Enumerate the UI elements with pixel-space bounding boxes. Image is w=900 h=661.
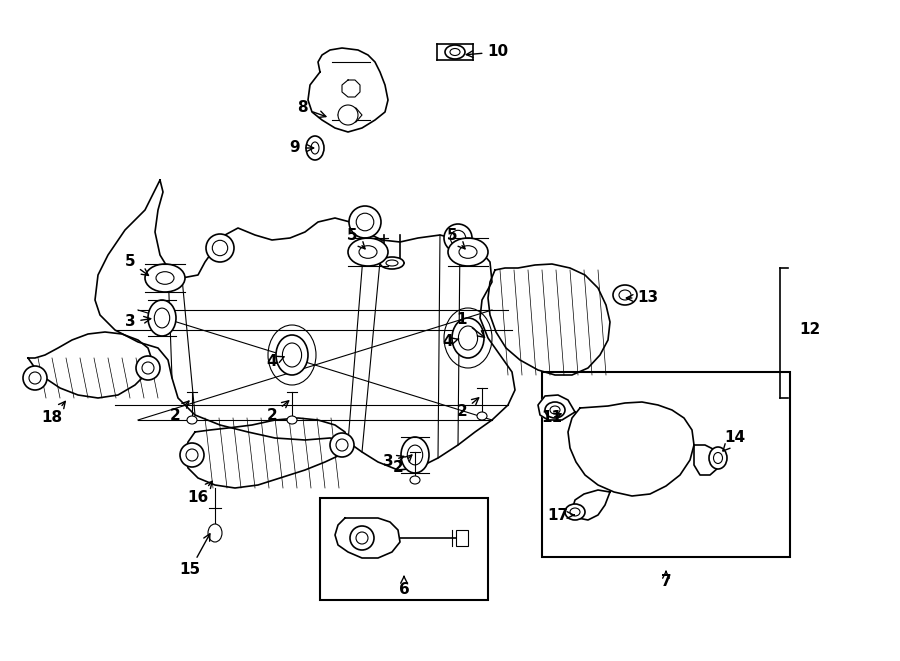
Circle shape	[349, 206, 381, 238]
Text: 3: 3	[382, 455, 404, 469]
Text: 9: 9	[290, 141, 314, 155]
Ellipse shape	[348, 238, 388, 266]
Ellipse shape	[156, 272, 174, 284]
Ellipse shape	[550, 406, 560, 414]
Ellipse shape	[445, 45, 465, 59]
Circle shape	[336, 439, 348, 451]
Ellipse shape	[154, 308, 170, 328]
Polygon shape	[95, 180, 515, 470]
Polygon shape	[308, 48, 388, 132]
Ellipse shape	[276, 335, 308, 375]
Bar	[320, 498, 488, 600]
Text: 7: 7	[661, 571, 671, 590]
Circle shape	[136, 356, 160, 380]
Polygon shape	[572, 490, 610, 520]
Text: 10: 10	[466, 44, 508, 59]
Polygon shape	[694, 445, 720, 475]
Ellipse shape	[401, 437, 429, 473]
Ellipse shape	[145, 264, 185, 292]
Ellipse shape	[306, 136, 324, 160]
Circle shape	[206, 234, 234, 262]
Polygon shape	[488, 264, 610, 375]
Ellipse shape	[452, 318, 484, 358]
Ellipse shape	[458, 326, 478, 350]
Ellipse shape	[311, 142, 319, 154]
Ellipse shape	[613, 285, 637, 305]
Ellipse shape	[386, 260, 398, 266]
Ellipse shape	[208, 524, 222, 542]
Bar	[542, 372, 790, 557]
Text: 3: 3	[125, 315, 150, 329]
Text: 2: 2	[392, 455, 412, 475]
Circle shape	[350, 526, 374, 550]
Text: 2: 2	[266, 401, 289, 422]
Polygon shape	[185, 418, 348, 488]
Polygon shape	[538, 395, 575, 420]
Circle shape	[330, 433, 354, 457]
Ellipse shape	[619, 290, 631, 300]
Circle shape	[29, 372, 41, 384]
Polygon shape	[28, 332, 152, 398]
Text: 5: 5	[346, 227, 365, 249]
Ellipse shape	[570, 508, 580, 516]
Text: 2: 2	[456, 398, 479, 420]
Ellipse shape	[477, 412, 487, 420]
Ellipse shape	[359, 246, 377, 258]
Ellipse shape	[287, 416, 297, 424]
Ellipse shape	[410, 476, 420, 484]
Text: 5: 5	[446, 227, 465, 249]
Ellipse shape	[709, 447, 727, 469]
Circle shape	[186, 449, 198, 461]
Ellipse shape	[714, 453, 723, 463]
Ellipse shape	[448, 238, 488, 266]
Ellipse shape	[148, 300, 176, 336]
Circle shape	[444, 224, 472, 252]
Polygon shape	[568, 402, 694, 496]
Text: 14: 14	[723, 430, 745, 451]
Circle shape	[23, 366, 47, 390]
Text: 2: 2	[169, 401, 189, 422]
Circle shape	[180, 443, 204, 467]
Bar	[456, 530, 468, 546]
Circle shape	[338, 105, 358, 125]
Text: 18: 18	[41, 401, 66, 426]
Text: 15: 15	[179, 534, 210, 578]
Ellipse shape	[450, 48, 460, 56]
Ellipse shape	[380, 257, 404, 269]
Circle shape	[212, 241, 228, 256]
Text: 11: 11	[542, 410, 562, 426]
Ellipse shape	[565, 504, 585, 520]
Circle shape	[142, 362, 154, 374]
Text: 17: 17	[547, 508, 574, 522]
Circle shape	[356, 214, 374, 231]
Circle shape	[450, 230, 465, 246]
Text: 4: 4	[443, 334, 459, 350]
Text: 4: 4	[266, 354, 284, 369]
Ellipse shape	[545, 402, 565, 418]
Text: 6: 6	[399, 576, 410, 598]
Text: 16: 16	[187, 481, 212, 506]
Ellipse shape	[459, 246, 477, 258]
Text: 1: 1	[456, 313, 484, 337]
Ellipse shape	[283, 343, 302, 367]
Text: 12: 12	[799, 323, 820, 338]
Text: 5: 5	[125, 254, 148, 276]
Ellipse shape	[187, 416, 197, 424]
Circle shape	[356, 532, 368, 544]
Text: 13: 13	[626, 290, 659, 305]
Text: 8: 8	[297, 100, 326, 118]
Polygon shape	[335, 518, 400, 558]
Ellipse shape	[408, 445, 423, 465]
